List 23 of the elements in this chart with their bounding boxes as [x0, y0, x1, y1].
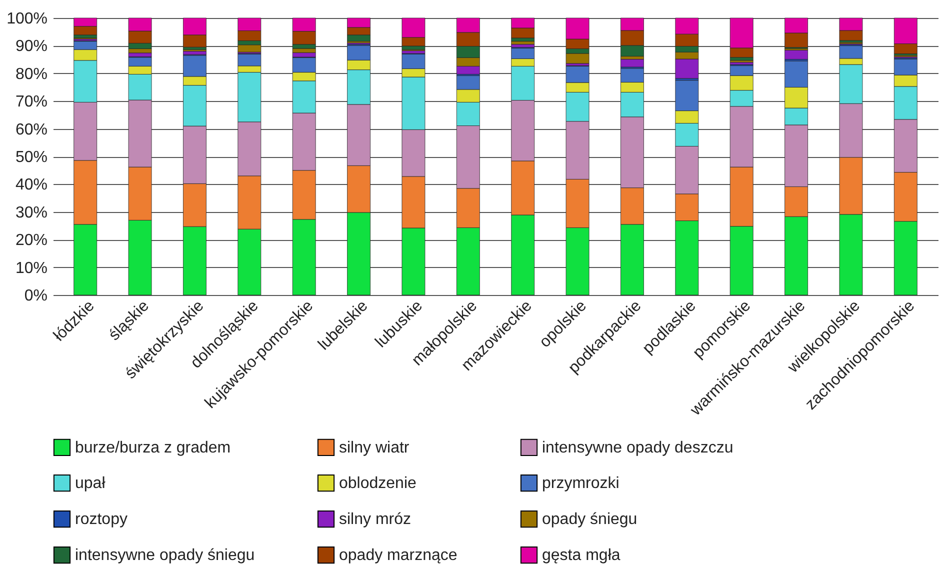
y-tick-label: 60% — [15, 121, 48, 138]
y-tick-label: 80% — [15, 66, 48, 83]
y-tick-label: 20% — [15, 232, 48, 250]
legend-label: intensywne opady śniegu — [75, 547, 255, 564]
y-tick-label: 40% — [15, 176, 48, 194]
y-tick-label: 90% — [15, 38, 48, 56]
legend-label: oblodzenie — [339, 475, 416, 492]
y-tick-label: 70% — [15, 94, 48, 111]
legend-label: opady marznące — [339, 547, 458, 564]
legend-label: upał — [75, 475, 106, 492]
y-tick-label: 50% — [15, 149, 48, 166]
legend-label: silny mróz — [339, 511, 412, 528]
y-tick-label: 30% — [15, 204, 48, 222]
legend-label: burze/burza z gradem — [75, 439, 231, 456]
legend-label: silny wiatr — [339, 439, 410, 456]
legend-label: intensywne opady deszczu — [542, 439, 734, 456]
legend-label: gęsta mgła — [542, 547, 620, 564]
y-tick-label: 100% — [6, 10, 48, 28]
y-tick-label: 10% — [15, 260, 48, 277]
y-tick-label: 0% — [24, 288, 48, 304]
legend-label: przymrozki — [542, 475, 620, 492]
legend-label: roztopy — [75, 511, 128, 528]
legend-label: opady śniegu — [542, 511, 638, 528]
